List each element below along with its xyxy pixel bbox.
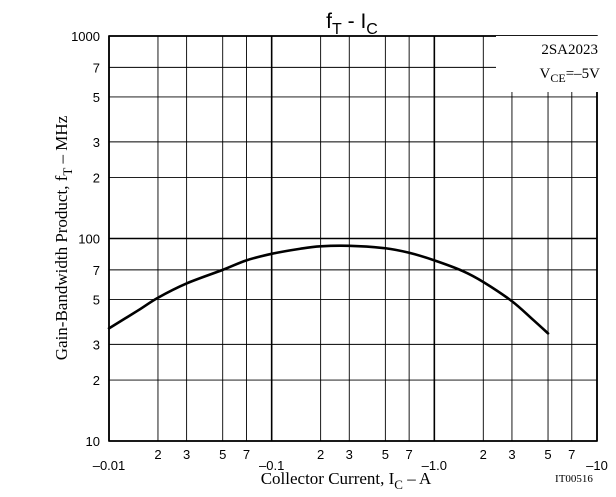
annotation-background (496, 36, 602, 92)
y-tick-label: 3 (93, 135, 100, 150)
x-axis-label: Collector Current, IC – A (261, 469, 432, 492)
x-tick-label: 3 (346, 447, 353, 462)
x-tick-label: 5 (382, 447, 389, 462)
y-tick-label: 5 (93, 90, 100, 105)
y-tick-label: 1000 (71, 29, 100, 44)
x-tick-label-major: –0.1 (259, 458, 284, 473)
x-tick-label: 7 (243, 447, 250, 462)
y-tick-label: 7 (93, 263, 100, 278)
y-tick-label: 7 (93, 60, 100, 75)
figure-code: IT00516 (555, 473, 593, 485)
x-tick-labels: 2 3 5 7 2 3 5 7 2 3 5 7 –0.01 –0.1 –1.0 –10 (93, 447, 608, 473)
annotation-vce: VCE=–5V (540, 66, 601, 85)
chart-title: fT - IC (326, 10, 378, 38)
x-tick-label: 3 (508, 447, 515, 462)
x-tick-label: 2 (317, 447, 324, 462)
x-tick-label-major: –0.01 (93, 458, 126, 473)
x-tick-label-major: –1.0 (422, 458, 447, 473)
y-tick-label: 2 (93, 171, 100, 186)
y-tick-label: 3 (93, 337, 100, 352)
grid (108, 35, 598, 442)
plot-frame (108, 35, 598, 442)
y-tick-label: 10 (86, 434, 100, 449)
x-tick-label: 3 (183, 447, 190, 462)
x-tick-label: 5 (219, 447, 226, 462)
y-tick-label: 5 (93, 292, 100, 307)
x-tick-label: 2 (154, 447, 161, 462)
y-tick-label: 100 (78, 232, 100, 247)
annotation-part-number: 2SA2023 (541, 42, 598, 58)
y-tick-label: 2 (93, 373, 100, 388)
y-axis-label: Gain-Bandwidth Product, fT – MHz (52, 115, 75, 360)
x-tick-label-major: –10 (586, 458, 608, 473)
series-line (107, 244, 550, 335)
x-tick-label: 5 (544, 447, 551, 462)
x-tick-label: 7 (568, 447, 575, 462)
x-tick-label: 7 (406, 447, 413, 462)
y-tick-labels: 10 2 3 5 7 100 2 3 5 7 1000 (71, 29, 100, 449)
x-tick-label: 2 (480, 447, 487, 462)
